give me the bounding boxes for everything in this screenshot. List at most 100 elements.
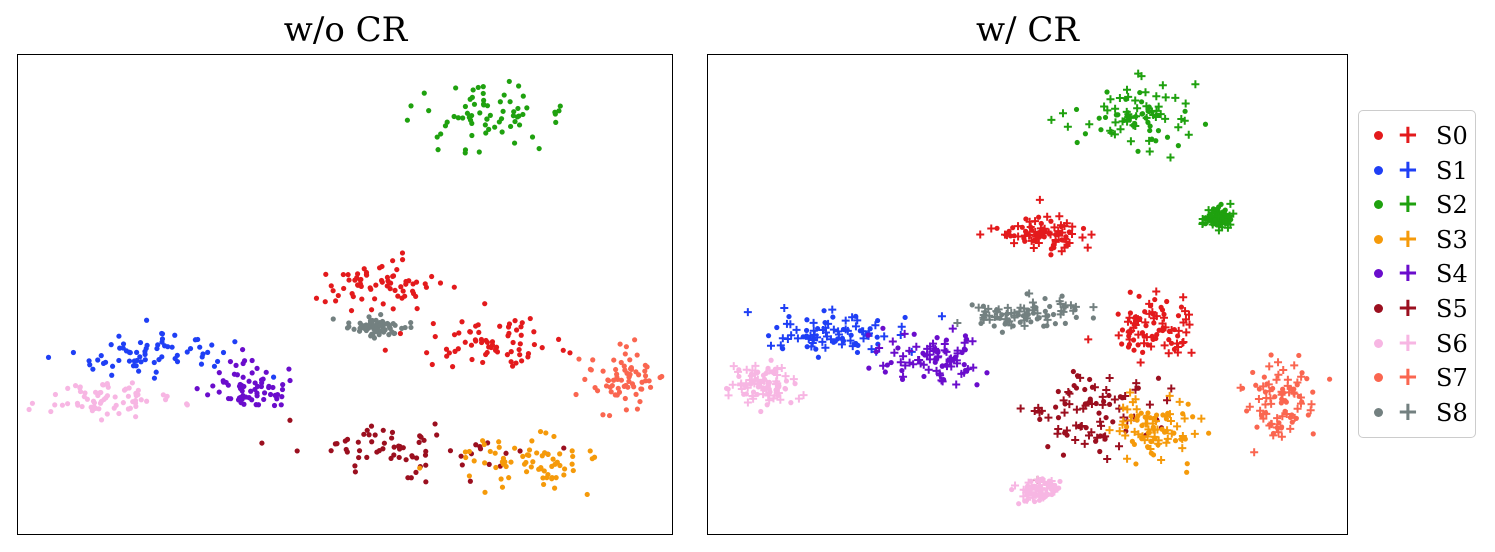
point-dot-s5 xyxy=(423,462,429,468)
point-dot-s0 xyxy=(539,345,545,351)
point-dot-s3 xyxy=(1133,461,1139,467)
point-plus-s5 xyxy=(1087,428,1096,437)
point-dot-s6 xyxy=(736,367,742,373)
point-dot-s0 xyxy=(409,288,416,294)
point-dot-s5 xyxy=(344,449,350,455)
legend-item-s5: + S5 xyxy=(1359,293,1477,323)
point-plus-s4 xyxy=(932,346,941,355)
point-dot-s0 xyxy=(390,273,396,279)
point-plus-s5 xyxy=(1096,417,1105,426)
point-dot-s0 xyxy=(424,350,430,356)
point-dot-s0 xyxy=(373,282,379,288)
point-dot-s1 xyxy=(198,361,205,367)
point-plus-s5 xyxy=(1103,455,1112,464)
point-plus-s8 xyxy=(985,315,994,324)
point-plus-s0 xyxy=(1051,235,1060,244)
point-dot-s8 xyxy=(376,332,382,338)
point-dot-s0 xyxy=(403,281,409,287)
point-dot-s6 xyxy=(100,382,106,388)
point-dot-s8 xyxy=(1042,295,1048,302)
point-dot-s6 xyxy=(138,397,144,403)
point-dot-s5 xyxy=(1053,404,1059,410)
point-dot-s4 xyxy=(239,346,246,353)
point-dot-s3 xyxy=(561,472,567,478)
point-plus-s1 xyxy=(871,321,880,330)
point-dot-s8 xyxy=(1045,313,1051,319)
point-plus-s0 xyxy=(1179,293,1188,302)
point-dot-s0 xyxy=(354,275,360,281)
point-plus-s0 xyxy=(1087,230,1096,239)
point-dot-s0 xyxy=(1119,327,1126,333)
point-plus-s4 xyxy=(940,340,949,349)
point-dot-s6 xyxy=(160,392,166,398)
point-dot-s4 xyxy=(255,402,262,408)
point-dot-s5 xyxy=(459,462,465,468)
point-dot-s4 xyxy=(205,392,211,398)
point-dot-s0 xyxy=(493,344,500,350)
point-plus-s0 xyxy=(1036,228,1045,237)
point-dot-s2 xyxy=(453,85,459,91)
point-dot-s2 xyxy=(1146,108,1152,115)
point-dot-s1 xyxy=(830,314,836,320)
point-dot-s3 xyxy=(552,485,558,491)
point-dot-s0 xyxy=(390,258,396,264)
point-dot-s0 xyxy=(478,336,485,343)
point-dot-s1 xyxy=(205,349,211,355)
point-dot-s4 xyxy=(248,388,254,394)
point-dot-s2 xyxy=(484,116,490,122)
point-dot-s6 xyxy=(135,387,141,393)
point-plus-s5 xyxy=(1072,405,1081,414)
point-plus-s7 xyxy=(1254,394,1263,403)
point-plus-s3 xyxy=(1162,412,1171,421)
point-dot-s6 xyxy=(1016,501,1022,507)
point-dot-s7 xyxy=(627,371,633,377)
point-plus-s5 xyxy=(1110,395,1119,404)
point-dot-s8 xyxy=(999,312,1005,318)
point-dot-s1 xyxy=(187,345,194,352)
point-plus-s1 xyxy=(786,320,795,329)
point-dot-s0 xyxy=(459,319,465,325)
point-dot-s4 xyxy=(216,389,222,395)
point-dot-s2 xyxy=(1153,138,1159,144)
point-dot-s6 xyxy=(1049,491,1055,498)
point-plus-s2 xyxy=(1142,113,1151,122)
point-dot-s8 xyxy=(1050,311,1057,318)
point-plus-s5 xyxy=(1115,442,1124,451)
point-dot-s7 xyxy=(615,385,621,391)
point-plus-s4 xyxy=(936,371,945,380)
point-dot-s1 xyxy=(199,354,205,360)
point-dot-s3 xyxy=(1135,413,1141,419)
point-dot-s8 xyxy=(1024,291,1030,297)
point-dot-s6 xyxy=(59,402,66,408)
point-dot-s5 xyxy=(1062,430,1068,436)
point-dot-s8 xyxy=(377,322,383,328)
point-plus-s0 xyxy=(1134,330,1143,339)
point-dot-s8 xyxy=(344,325,351,331)
point-plus-s0 xyxy=(1034,239,1043,248)
point-plus-s0 xyxy=(1068,222,1077,231)
point-dot-s8 xyxy=(1006,317,1012,323)
point-dot-s6 xyxy=(1036,497,1043,503)
point-plus-s7 xyxy=(1306,406,1315,415)
point-dot-s5 xyxy=(1082,401,1088,407)
point-dot-s1 xyxy=(848,332,854,338)
point-dot-s0 xyxy=(357,281,363,287)
point-dot-s6 xyxy=(92,389,99,395)
point-dot-s8 xyxy=(346,320,352,326)
point-dot-s3 xyxy=(1153,412,1160,418)
point-plus-s3 xyxy=(1178,444,1187,453)
point-dot-s2 xyxy=(464,110,471,116)
point-dot-s7 xyxy=(573,391,579,398)
point-plus-s5 xyxy=(1087,399,1096,408)
point-dot-s4 xyxy=(271,402,278,409)
point-dot-s6 xyxy=(773,387,779,393)
point-plus-s5 xyxy=(1163,396,1172,405)
point-dot-s5 xyxy=(391,444,397,450)
point-plus-s4 xyxy=(924,365,933,374)
point-dot-s2 xyxy=(510,113,517,119)
point-dot-s6 xyxy=(77,384,83,390)
point-dot-s5 xyxy=(1060,452,1067,458)
point-dot-s0 xyxy=(519,358,525,364)
point-dot-s0 xyxy=(1136,293,1142,299)
point-dot-s1 xyxy=(169,344,175,350)
